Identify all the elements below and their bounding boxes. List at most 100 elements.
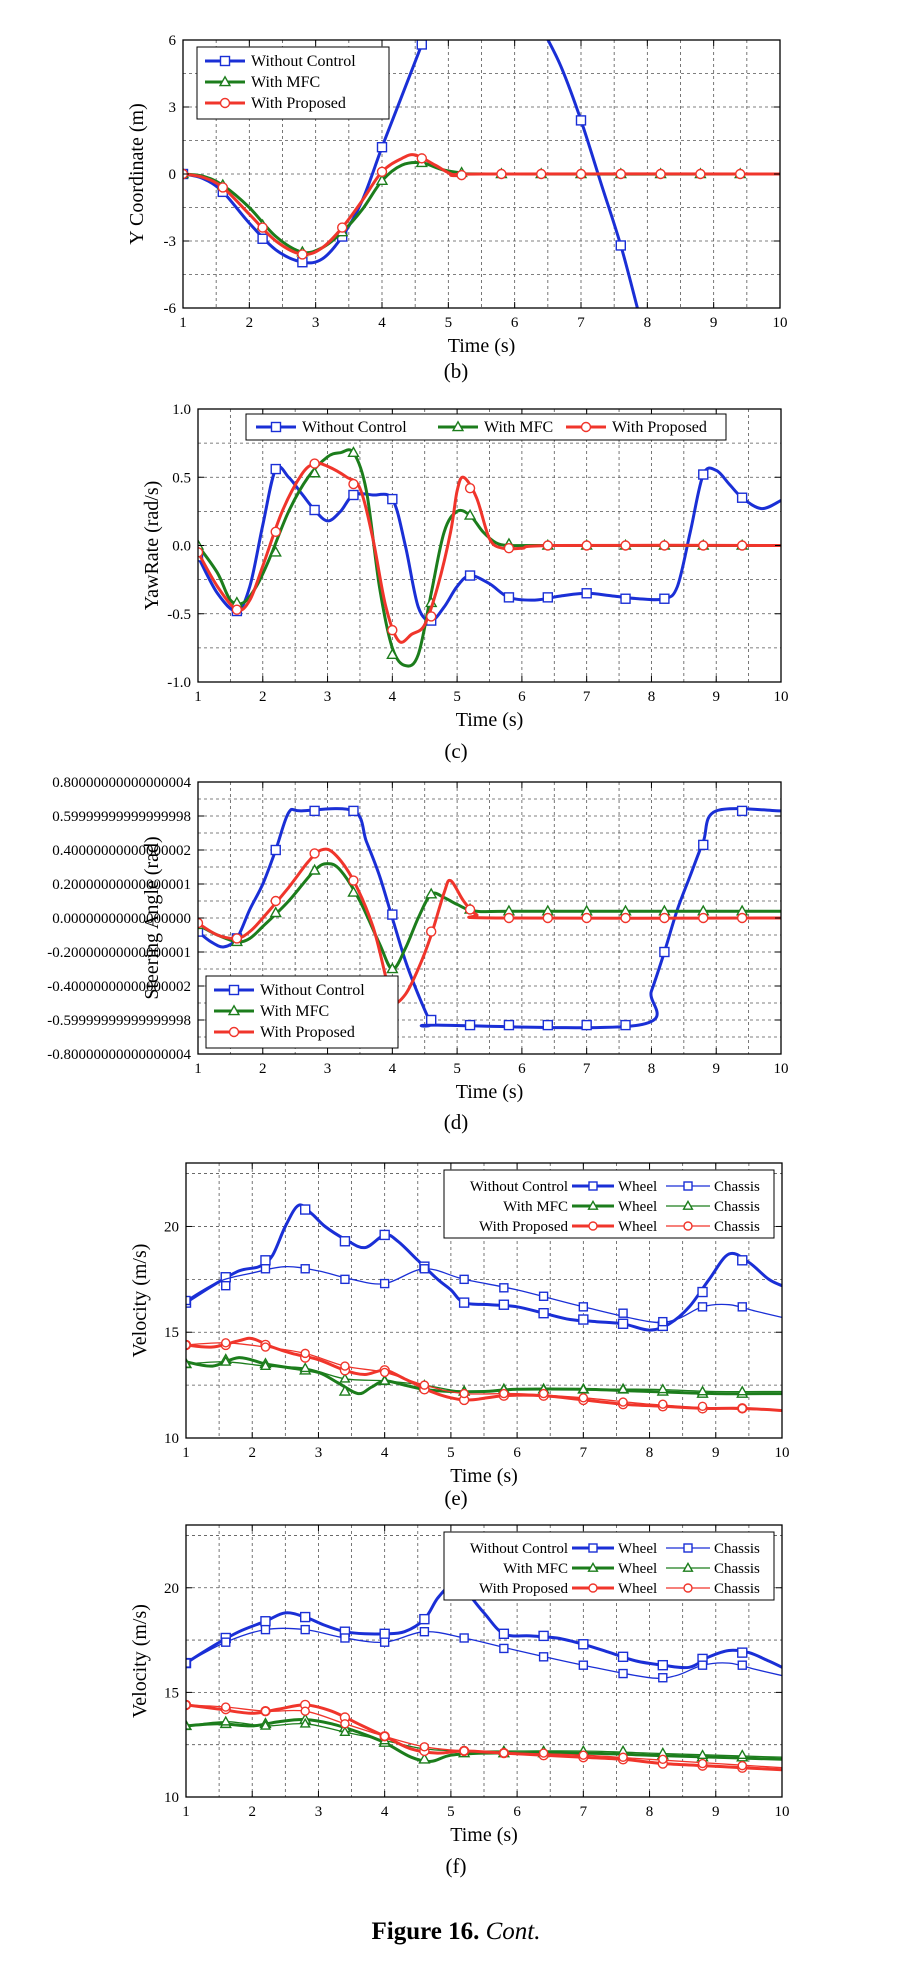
figure-cont: Cont. <box>485 1918 541 1945</box>
data-point-proposed <box>697 1758 708 1769</box>
data-point-proposed <box>464 482 476 494</box>
data-point-proposed <box>538 1748 549 1758</box>
legend-wheel-label: Wheel <box>618 1179 657 1195</box>
legend-marker <box>219 97 231 109</box>
x-tick-label: 7 <box>580 1445 588 1461</box>
data-point-without <box>340 1633 350 1643</box>
data-point-proposed <box>348 478 359 490</box>
data-point-without <box>737 1660 747 1670</box>
y-tick-label: 0.20000000000000001 <box>52 877 191 893</box>
data-point-proposed <box>542 912 553 924</box>
data-point-proposed <box>618 1397 628 1407</box>
x-tick-label: 1 <box>182 1445 190 1461</box>
series-line-mfc-wheel <box>186 1718 782 1763</box>
data-point-without <box>578 1302 589 1312</box>
data-point-proposed <box>297 249 308 260</box>
data-point-proposed <box>581 912 592 924</box>
data-point-proposed <box>499 1748 509 1758</box>
data-point-without <box>300 1624 310 1635</box>
data-point-without <box>737 1647 748 1658</box>
data-point-without <box>270 463 281 475</box>
legend-marker <box>219 55 231 67</box>
y-tick-label: 0.40000000000000002 <box>52 843 191 859</box>
x-tick-label: 1 <box>194 689 202 705</box>
legend-wheel-label: Wheel <box>618 1199 657 1215</box>
data-point-without <box>498 1628 510 1640</box>
legend-label: Without Control <box>470 1541 568 1557</box>
data-point-mfc <box>299 1717 311 1728</box>
x-tick-label: 3 <box>312 315 320 331</box>
data-point-without <box>348 489 359 501</box>
data-point-without <box>578 1314 589 1325</box>
data-point-proposed <box>270 895 281 907</box>
data-point-mfc <box>299 1362 311 1373</box>
data-point-without <box>198 926 204 937</box>
data-point-without <box>387 909 398 920</box>
x-tick-label: 4 <box>381 1445 389 1461</box>
data-point-without <box>260 1616 271 1627</box>
data-point-without <box>617 1318 629 1329</box>
data-point-without <box>618 1308 628 1318</box>
data-point-without <box>499 1643 509 1654</box>
legend-marker-chassis <box>683 1543 693 1553</box>
legend: Without Control Wheel Chassis With MFC Wheel… <box>443 1169 775 1239</box>
x-tick-label: 5 <box>453 689 461 705</box>
data-point-proposed <box>300 1348 310 1359</box>
data-point-without <box>419 1627 430 1637</box>
x-tick-label: 2 <box>248 1804 256 1820</box>
data-point-without <box>575 115 587 126</box>
data-point-without <box>538 1652 549 1662</box>
x-axis-title: Time (s) <box>448 335 516 357</box>
x-tick-label: 10 <box>775 1445 790 1461</box>
data-point-mfc <box>220 1355 232 1366</box>
x-tick-label: 2 <box>248 1445 256 1461</box>
data-point-mfc <box>463 508 477 520</box>
data-point-proposed <box>387 624 398 636</box>
data-point-without <box>379 1278 390 1289</box>
data-point-without <box>659 593 670 604</box>
panel-label: (e) <box>444 1486 467 1510</box>
chart-f: 1 2 3 4 5 6 7 8 9 10 10 15 20 Time (s) Velocity (m/s) (… <box>129 1524 790 1878</box>
x-tick-label: 7 <box>577 315 585 331</box>
data-point-proposed <box>379 1367 390 1378</box>
y-axis-title: Velocity (m/s) <box>129 1244 151 1358</box>
data-point-proposed <box>618 1752 628 1762</box>
data-point-without <box>257 233 268 244</box>
panel-label: (d) <box>444 1110 469 1134</box>
data-point-proposed <box>459 1388 469 1399</box>
x-tick-label: 8 <box>646 1445 654 1461</box>
data-point-proposed <box>260 1706 271 1716</box>
y-tick-label: 20 <box>164 1219 179 1235</box>
legend-label: Without Control <box>251 53 356 70</box>
figure-label: Figure 16. <box>371 1918 480 1945</box>
x-tick-label: 1 <box>182 1804 190 1820</box>
data-point-proposed <box>695 168 706 180</box>
x-tick-label: 9 <box>712 1061 720 1077</box>
y-tick-label: 0 <box>169 167 177 183</box>
legend-marker <box>270 421 282 433</box>
x-axis-title: Time (s) <box>450 1824 518 1846</box>
data-point-without <box>503 592 515 603</box>
data-point-mfc <box>386 962 399 974</box>
data-point-mfc <box>186 1719 192 1730</box>
y-tick-label: 10 <box>164 1431 179 1447</box>
data-point-without <box>464 1019 476 1031</box>
data-point-mfc <box>425 887 438 899</box>
data-point-without <box>657 1659 668 1671</box>
plot-frame <box>185 1524 783 1798</box>
legend-marker-chassis <box>683 1181 693 1191</box>
x-tick-label: 5 <box>447 1804 455 1820</box>
data-point-without <box>538 1307 549 1319</box>
data-point-mfc <box>375 174 389 186</box>
data-point-without <box>697 1286 708 1298</box>
series-group <box>198 446 781 668</box>
legend-marker-wheel <box>588 1181 598 1191</box>
legend-chassis-label: Chassis <box>714 1219 760 1235</box>
x-tick-label: 6 <box>518 689 526 705</box>
y-tick-label: 10 <box>164 1790 179 1806</box>
data-point-without <box>387 493 398 505</box>
legend-marker <box>580 421 592 433</box>
data-point-mfc <box>198 538 205 550</box>
data-point-proposed <box>615 168 626 180</box>
